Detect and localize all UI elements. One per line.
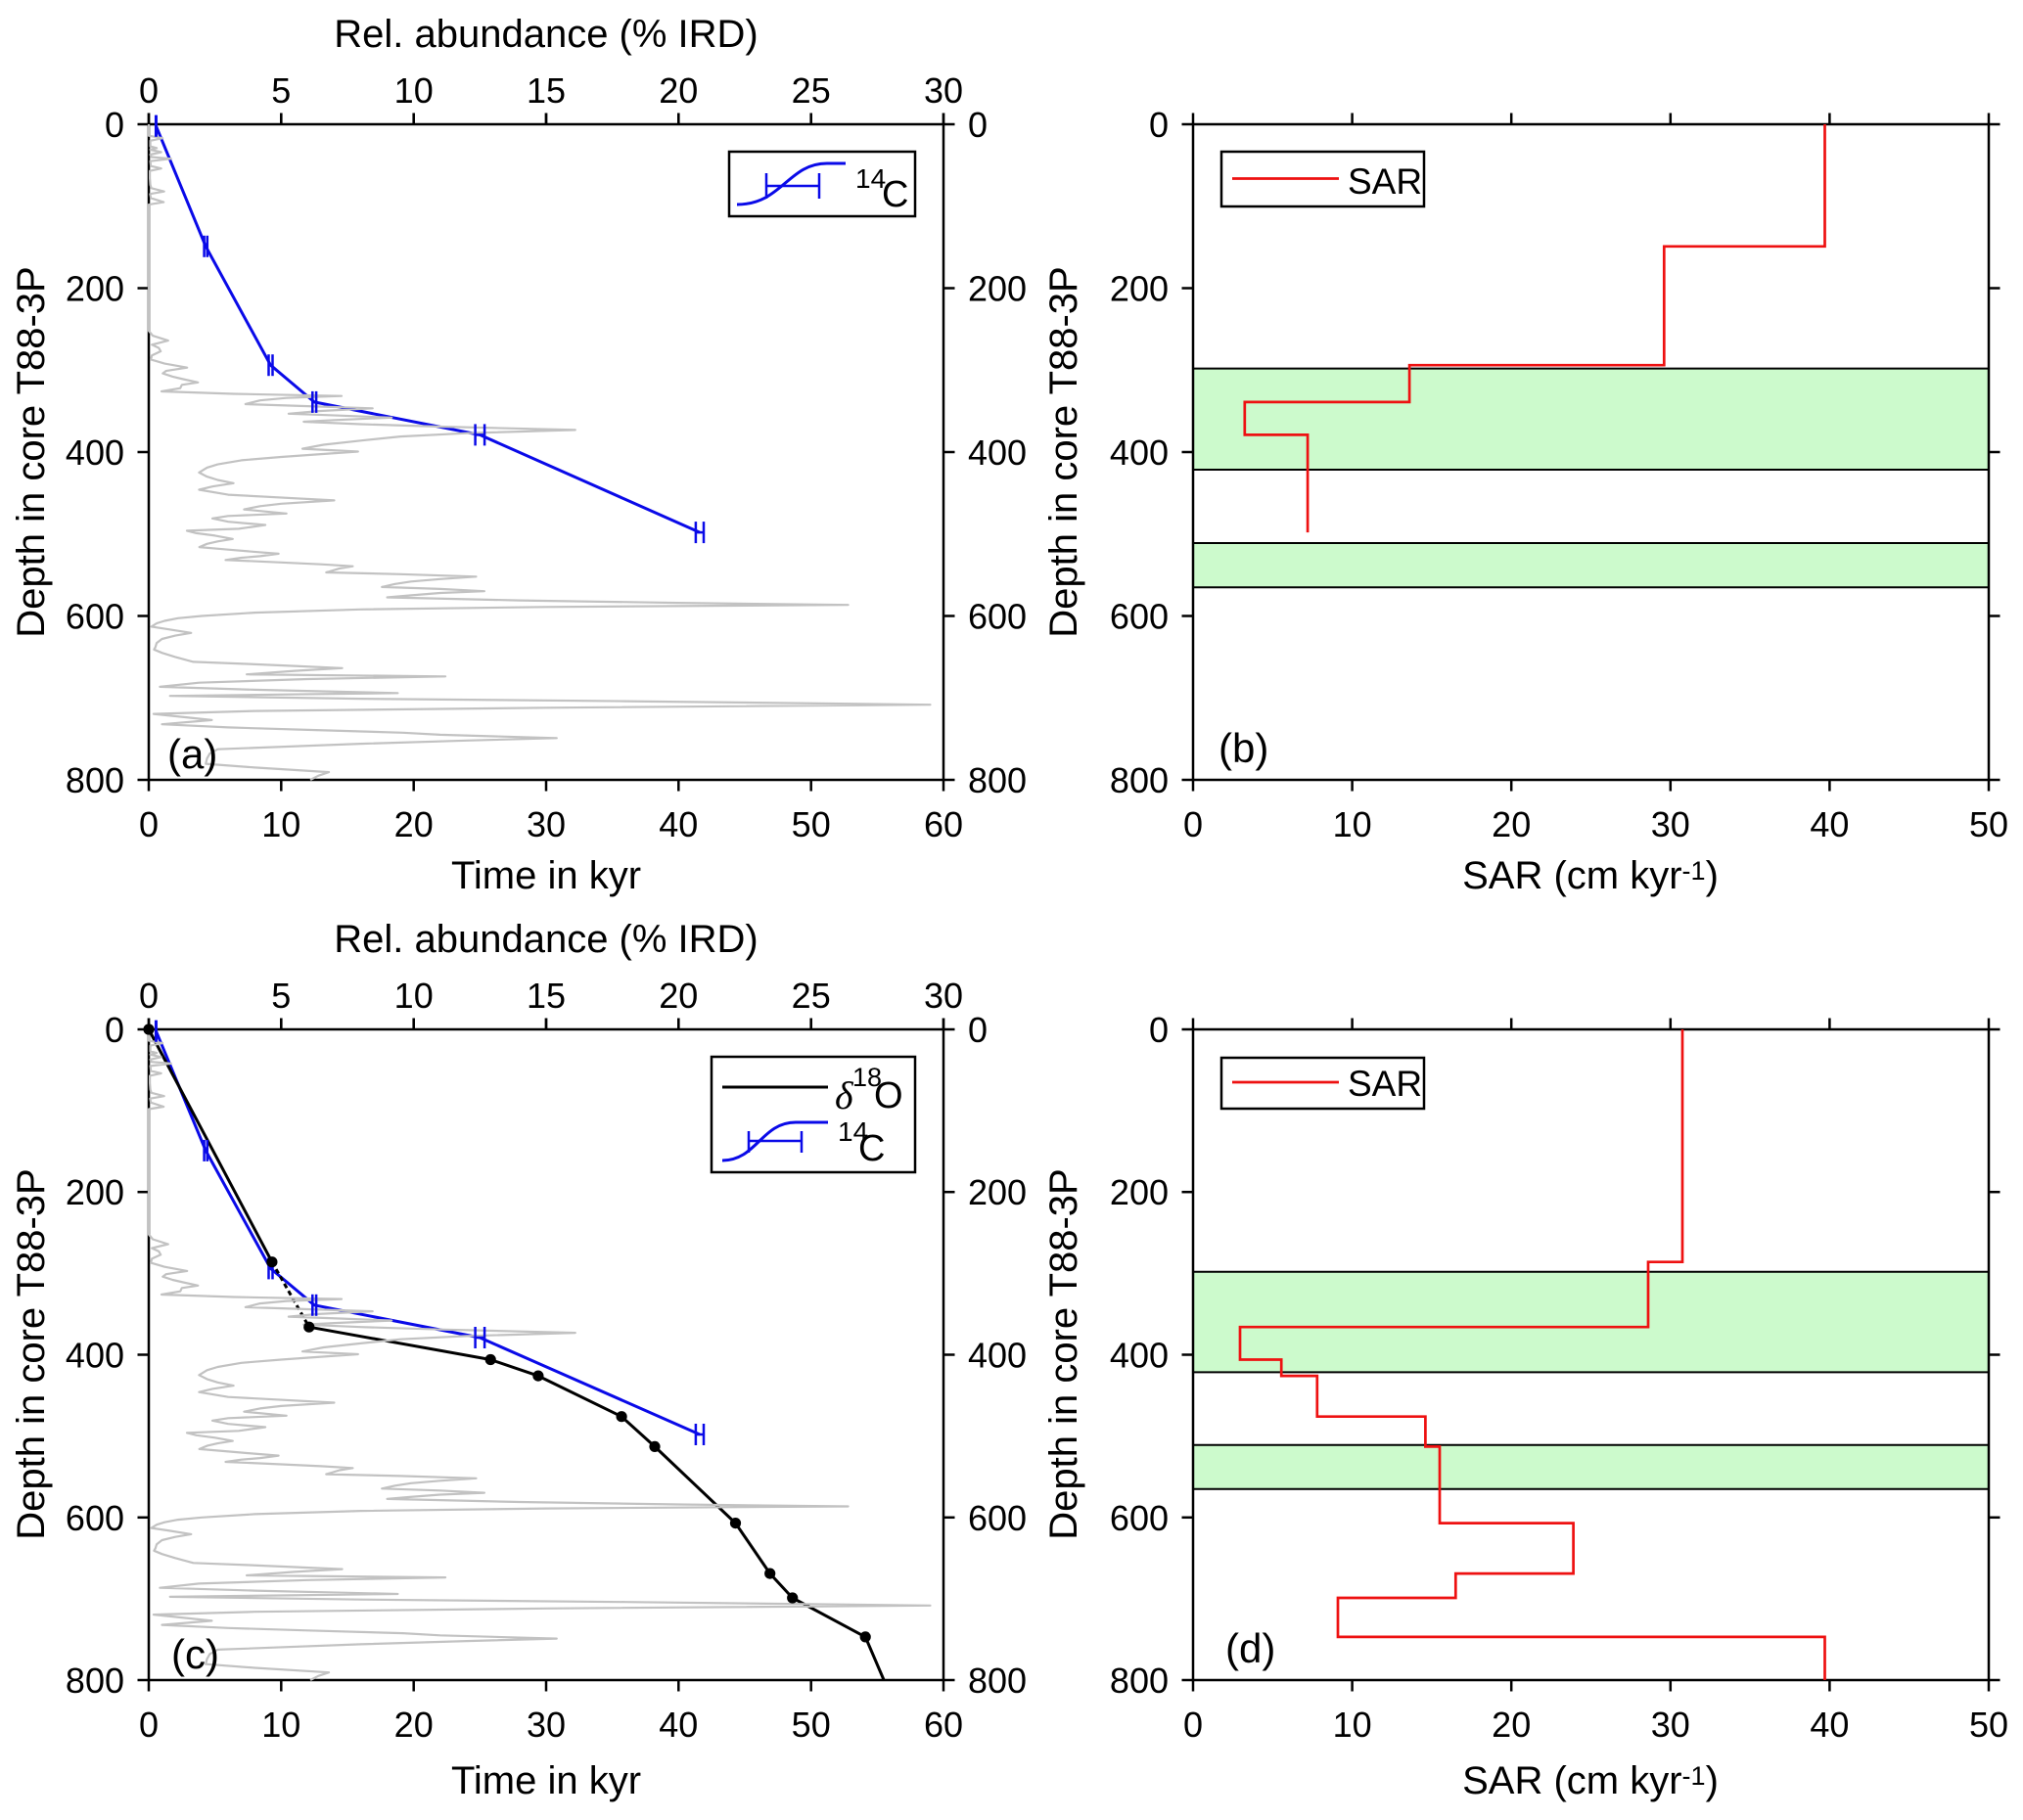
svg-text:SAR: SAR xyxy=(1348,161,1422,202)
svg-text:40: 40 xyxy=(1810,1705,1849,1745)
svg-text:400: 400 xyxy=(968,432,1027,473)
svg-text:Time in kyr: Time in kyr xyxy=(451,854,641,897)
svg-text:200: 200 xyxy=(1110,1172,1169,1212)
svg-text:SAR (cm kyr-1): SAR (cm kyr-1) xyxy=(1462,854,1719,897)
svg-text:30: 30 xyxy=(924,70,963,111)
svg-text:800: 800 xyxy=(1110,760,1169,800)
svg-text:Depth in core T88-3P: Depth in core T88-3P xyxy=(10,266,53,637)
svg-text:200: 200 xyxy=(66,1172,124,1212)
svg-text:20: 20 xyxy=(659,70,698,111)
svg-text:20: 20 xyxy=(394,1705,434,1745)
svg-text:14: 14 xyxy=(838,1116,868,1147)
svg-text:30: 30 xyxy=(1651,804,1690,844)
svg-text:800: 800 xyxy=(968,1661,1027,1701)
svg-text:200: 200 xyxy=(1110,269,1169,309)
svg-text:600: 600 xyxy=(1110,1498,1169,1538)
svg-text:800: 800 xyxy=(66,1661,124,1701)
svg-text:600: 600 xyxy=(968,1498,1027,1538)
svg-text:SAR: SAR xyxy=(1348,1064,1422,1104)
svg-text:25: 25 xyxy=(792,976,831,1016)
svg-text:600: 600 xyxy=(66,597,124,637)
svg-text:0: 0 xyxy=(1149,105,1169,145)
svg-text:800: 800 xyxy=(66,760,124,800)
svg-text:10: 10 xyxy=(1333,804,1372,844)
svg-text:200: 200 xyxy=(968,1172,1027,1212)
svg-text:0: 0 xyxy=(1183,804,1203,844)
svg-text:δ: δ xyxy=(835,1073,854,1117)
svg-text:Depth in core T88-3P: Depth in core T88-3P xyxy=(1042,1168,1085,1539)
svg-text:400: 400 xyxy=(66,1336,124,1376)
svg-text:0: 0 xyxy=(968,105,988,145)
svg-text:0: 0 xyxy=(1183,1705,1203,1745)
svg-text:60: 60 xyxy=(924,1705,963,1745)
svg-text:400: 400 xyxy=(66,432,124,473)
svg-text:18: 18 xyxy=(852,1063,882,1092)
svg-text:Rel. abundance (% IRD): Rel. abundance (% IRD) xyxy=(334,13,759,56)
svg-text:(b): (b) xyxy=(1218,725,1268,771)
svg-text:40: 40 xyxy=(659,1705,698,1745)
svg-text:Depth in core T88-3P: Depth in core T88-3P xyxy=(10,1168,53,1539)
svg-text:0: 0 xyxy=(968,1010,988,1050)
svg-text:200: 200 xyxy=(66,269,124,309)
svg-text:25: 25 xyxy=(792,70,831,111)
svg-text:50: 50 xyxy=(792,1705,831,1745)
svg-text:0: 0 xyxy=(139,1705,159,1745)
svg-text:30: 30 xyxy=(527,804,566,844)
svg-text:(c): (c) xyxy=(171,1631,219,1677)
svg-text:600: 600 xyxy=(1110,597,1169,637)
svg-text:0: 0 xyxy=(139,976,159,1016)
svg-text:C: C xyxy=(882,174,908,215)
svg-text:20: 20 xyxy=(1492,1705,1531,1745)
svg-text:400: 400 xyxy=(1110,432,1169,473)
svg-text:0: 0 xyxy=(139,70,159,111)
svg-text:800: 800 xyxy=(968,760,1027,800)
svg-text:0: 0 xyxy=(105,105,124,145)
svg-text:15: 15 xyxy=(527,70,566,111)
svg-text:10: 10 xyxy=(394,70,434,111)
svg-text:800: 800 xyxy=(1110,1661,1169,1701)
svg-text:400: 400 xyxy=(1110,1336,1169,1376)
svg-text:400: 400 xyxy=(968,1336,1027,1376)
svg-text:600: 600 xyxy=(66,1498,124,1538)
svg-text:14: 14 xyxy=(855,163,886,194)
svg-text:10: 10 xyxy=(261,804,300,844)
svg-text:SAR (cm kyr-1): SAR (cm kyr-1) xyxy=(1462,1759,1719,1802)
svg-text:10: 10 xyxy=(261,1705,300,1745)
svg-text:20: 20 xyxy=(1492,804,1531,844)
svg-text:C: C xyxy=(858,1128,885,1169)
svg-text:(d): (d) xyxy=(1225,1625,1275,1671)
svg-text:O: O xyxy=(874,1075,903,1116)
svg-text:0: 0 xyxy=(105,1010,124,1050)
svg-text:30: 30 xyxy=(924,976,963,1016)
svg-text:Depth in core T88-3P: Depth in core T88-3P xyxy=(1042,266,1085,637)
svg-text:30: 30 xyxy=(1651,1705,1690,1745)
svg-text:5: 5 xyxy=(271,70,291,111)
svg-text:50: 50 xyxy=(1969,804,2008,844)
svg-text:40: 40 xyxy=(659,804,698,844)
svg-text:30: 30 xyxy=(527,1705,566,1745)
svg-text:10: 10 xyxy=(394,976,434,1016)
svg-text:Rel. abundance (% IRD): Rel. abundance (% IRD) xyxy=(334,918,759,961)
svg-text:5: 5 xyxy=(271,976,291,1016)
svg-text:20: 20 xyxy=(394,804,434,844)
svg-text:50: 50 xyxy=(792,804,831,844)
svg-text:0: 0 xyxy=(139,804,159,844)
svg-text:40: 40 xyxy=(1810,804,1849,844)
svg-text:50: 50 xyxy=(1969,1705,2008,1745)
svg-text:(a): (a) xyxy=(167,731,217,777)
svg-text:10: 10 xyxy=(1333,1705,1372,1745)
svg-text:15: 15 xyxy=(527,976,566,1016)
svg-text:0: 0 xyxy=(1149,1010,1169,1050)
svg-text:20: 20 xyxy=(659,976,698,1016)
svg-text:600: 600 xyxy=(968,597,1027,637)
svg-text:Time in kyr: Time in kyr xyxy=(451,1759,641,1802)
svg-text:200: 200 xyxy=(968,269,1027,309)
svg-text:60: 60 xyxy=(924,804,963,844)
